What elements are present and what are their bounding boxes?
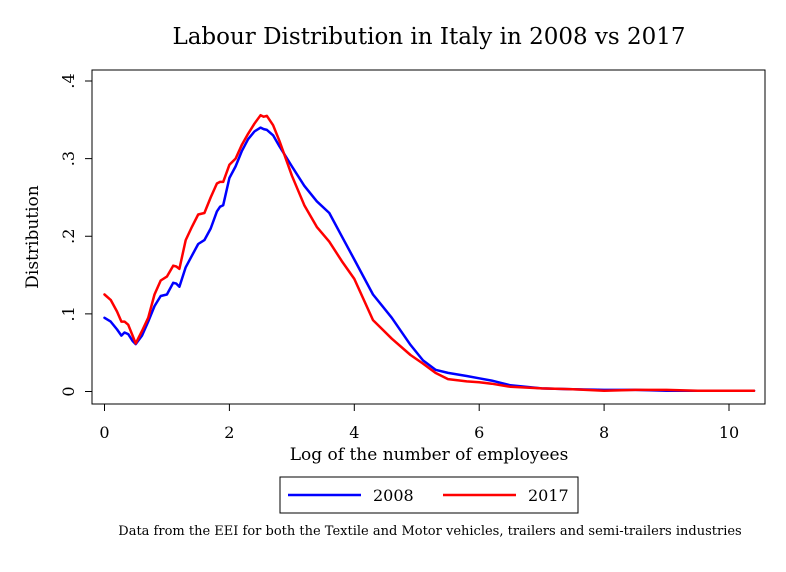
x-tick-label: 10 (719, 423, 739, 442)
series-line-2017 (103, 113, 756, 392)
x-tick-label: 2 (224, 423, 234, 442)
y-tick-label: 0 (59, 386, 78, 396)
x-tick-label: 4 (349, 423, 359, 442)
legend: 2008 2017 (279, 476, 579, 514)
y-tick-label: .2 (59, 229, 78, 244)
y-axis-label: Distribution (23, 185, 43, 289)
chart-note: Data from the EEI for both the Textile a… (118, 524, 741, 539)
legend-label-2008: 2008 (373, 486, 414, 505)
series-lines (103, 113, 756, 392)
x-axis: 0 2 4 6 8 10 (99, 404, 739, 442)
x-tick-label: 0 (99, 423, 109, 442)
y-tick-label: .1 (59, 306, 78, 321)
plot-area-frame (91, 69, 766, 405)
legend-label-2017: 2017 (528, 486, 569, 505)
x-tick-label: 8 (599, 423, 609, 442)
legend-box (279, 476, 579, 514)
x-tick-label: 6 (474, 423, 484, 442)
y-axis: 0 .1 .2 .3 .4 (59, 73, 92, 397)
y-tick-label: .3 (59, 151, 78, 166)
y-tick-label: .4 (59, 73, 78, 88)
x-axis-label: Log of the number of employees (290, 445, 569, 465)
series-line-2008 (103, 126, 756, 392)
chart-title: Labour Distribution in Italy in 2008 vs … (172, 24, 685, 50)
